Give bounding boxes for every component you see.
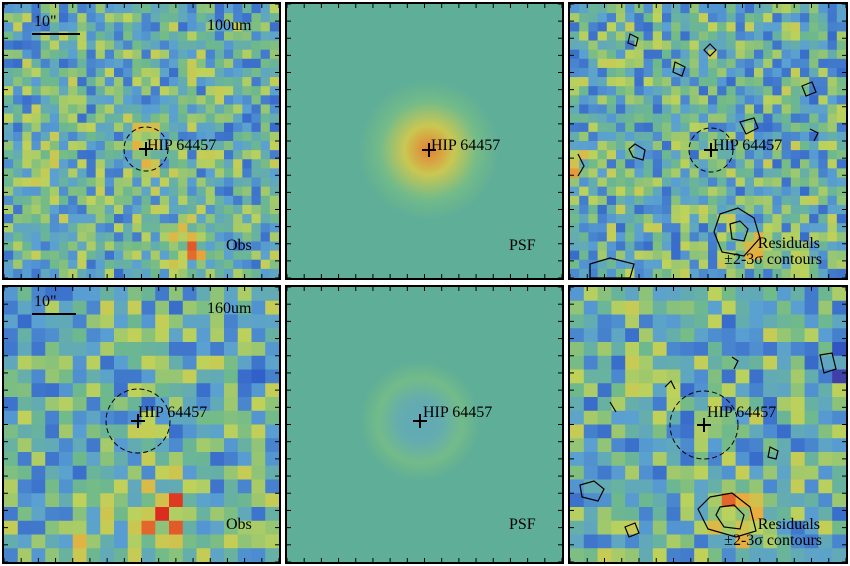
scale-bar: [32, 313, 76, 315]
pixel-grid: [570, 287, 846, 562]
target-label: HIP 64457: [431, 137, 501, 154]
target-crosshair: [413, 414, 427, 428]
band-label: 160um: [207, 300, 252, 317]
frame-ticks: [570, 287, 846, 562]
residuals-image-160um: [570, 287, 846, 562]
target-label: HIP 64457: [423, 404, 493, 421]
target-crosshair: [139, 142, 153, 156]
psf-core: [287, 4, 562, 278]
obs-panel-160um: 10" 160um HIP 64457 Obs: [2, 285, 281, 564]
scale-bar-label: 10": [34, 293, 57, 310]
target-label: HIP 64457: [707, 404, 777, 421]
panel-caption-line2: ±2-3σ contours: [724, 251, 822, 268]
pixel-grid: [570, 4, 846, 278]
target-label: HIP 64457: [138, 404, 208, 421]
psf-core: [287, 287, 562, 562]
obs-image-160um: [4, 287, 279, 562]
scale-bar: [32, 33, 80, 35]
target-label: HIP 64457: [713, 137, 783, 154]
panel-caption-line1: Residuals: [757, 516, 820, 533]
psf-panel-160um: HIP 64457 PSF: [285, 285, 564, 564]
aperture-circle: [669, 390, 739, 460]
target-label: HIP 64457: [147, 137, 217, 154]
aperture-circle: [688, 127, 734, 173]
target-crosshair: [422, 143, 436, 157]
frame-ticks: [287, 287, 562, 562]
panel-caption: PSF: [509, 237, 536, 254]
panel-caption: Obs: [226, 516, 252, 533]
pixel-grid: [4, 4, 279, 278]
psf-image-100um: [287, 4, 562, 278]
obs-panel-100um: 10" 100um HIP 64457 Obs: [2, 2, 281, 280]
panel-caption-line2: ±2-3σ contours: [724, 532, 822, 549]
frame-ticks: [4, 4, 279, 278]
frame-ticks: [4, 287, 279, 562]
frame-ticks: [287, 4, 562, 278]
target-crosshair: [704, 143, 718, 157]
panel-caption: PSF: [509, 516, 536, 533]
target-crosshair: [131, 414, 145, 428]
pixel-grid: [4, 287, 279, 562]
panel-caption: Obs: [226, 237, 252, 254]
psf-image-160um: [287, 287, 562, 562]
scale-bar-label: 10": [34, 13, 57, 30]
residuals-image-100um: [570, 4, 846, 278]
residual-contours: [577, 33, 819, 278]
aperture-circle: [105, 388, 171, 454]
psf-panel-100um: HIP 64457 PSF: [285, 2, 564, 280]
frame-ticks: [570, 4, 846, 278]
aperture-circle: [123, 126, 169, 172]
obs-image-100um: [4, 4, 279, 278]
panel-caption-line1: Residuals: [757, 235, 820, 252]
residuals-panel-100um: HIP 64457 Residuals ±2-3σ contours: [568, 2, 848, 280]
residuals-panel-160um: HIP 64457 Residuals ±2-3σ contours: [568, 285, 848, 564]
target-crosshair: [697, 418, 711, 432]
residual-contours: [579, 352, 837, 538]
band-label: 100um: [207, 17, 252, 34]
